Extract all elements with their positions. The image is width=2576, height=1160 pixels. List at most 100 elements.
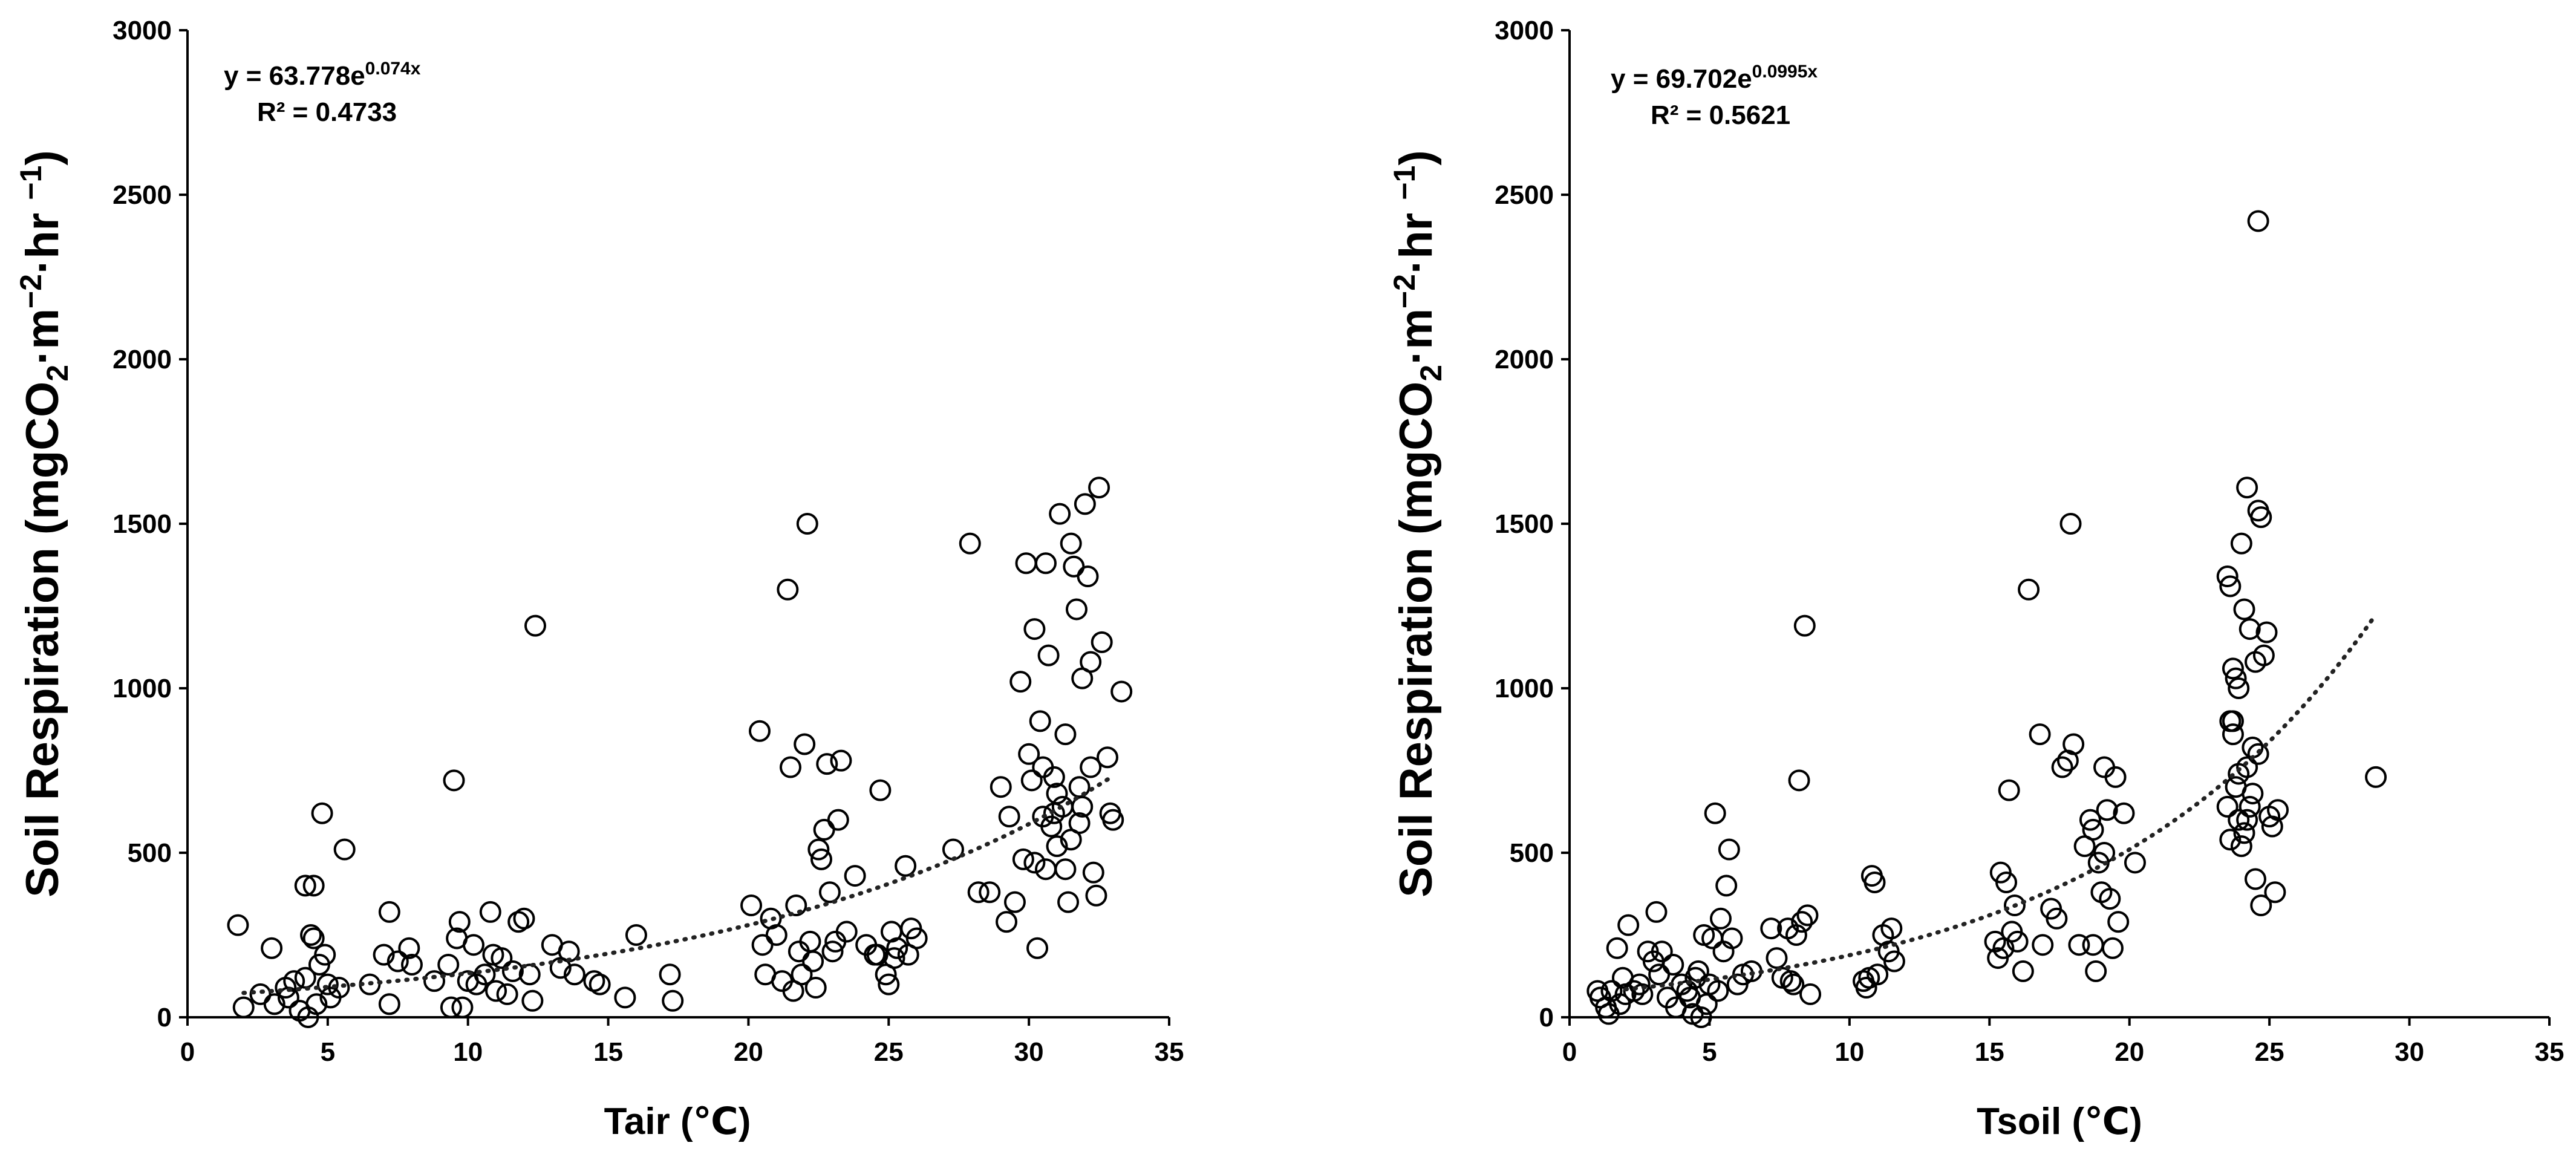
left-data-point — [810, 848, 832, 870]
left-data-point — [830, 749, 852, 772]
left-data-point — [443, 769, 465, 792]
left-data-point — [378, 901, 400, 923]
left-data-point — [785, 894, 807, 917]
left-data-point — [1071, 795, 1094, 818]
left-data-point — [998, 806, 1020, 828]
left-data-point — [791, 963, 813, 986]
left-data-point — [386, 950, 409, 973]
left-y-tick-label: 2500 — [112, 180, 172, 210]
left-data-point — [1023, 618, 1046, 640]
left-data-point — [804, 977, 827, 999]
left-data-point — [474, 963, 496, 986]
left-data-point — [501, 960, 524, 982]
left-data-point — [1020, 769, 1043, 792]
right-data-point — [2085, 960, 2107, 982]
left-data-point — [1046, 835, 1068, 858]
left-data-point — [232, 996, 255, 1018]
right-data-point — [2101, 937, 2124, 959]
left-data-point — [967, 881, 990, 904]
right-data-point — [2236, 477, 2258, 499]
left-data-point — [563, 963, 585, 986]
left-data-point — [1060, 532, 1082, 555]
left-data-point — [1110, 680, 1133, 703]
left-data-point — [283, 970, 305, 992]
right-data-point — [1799, 983, 1822, 1005]
right-data-point — [2104, 766, 2127, 788]
left-data-point — [777, 578, 799, 601]
left-data-point — [905, 927, 928, 950]
right-data-point — [2059, 513, 2082, 535]
left-data-point — [1057, 891, 1080, 913]
left-data-point — [816, 753, 838, 775]
right-data-point — [1617, 914, 1640, 936]
left-data-point — [448, 911, 471, 933]
right-x-axis-title: Tsoil (℃) — [1977, 1101, 2142, 1142]
right-data-point — [1864, 871, 1886, 893]
left-data-point — [614, 986, 636, 1009]
right-data-point — [2006, 930, 2029, 953]
left-data-point — [1015, 552, 1037, 575]
left-data-point — [751, 934, 774, 956]
right-data-point — [2267, 799, 2289, 821]
left-data-point — [1054, 723, 1077, 746]
right-data-point — [1704, 802, 1726, 824]
left-data-point — [398, 937, 420, 959]
right-data-point — [1785, 924, 1807, 946]
left-data-point — [1065, 598, 1087, 621]
left-data-point — [524, 614, 547, 637]
left-data-point — [1091, 631, 1113, 653]
right-data-point — [2233, 598, 2255, 621]
left-data-point — [1040, 815, 1063, 838]
left-data-point — [300, 924, 322, 946]
right-data-point — [2264, 881, 2286, 904]
left-data-point — [818, 881, 841, 904]
right-x-tick-label: 5 — [1702, 1037, 1717, 1067]
right-data-point — [2230, 835, 2252, 858]
right-x-tick-label: 35 — [2535, 1037, 2565, 1067]
left-y-tick-label: 1500 — [112, 509, 172, 539]
right-y-tick-label: 2500 — [1495, 180, 1554, 210]
right-data-point — [1645, 901, 1668, 923]
right-y-tick-label: 0 — [1539, 1003, 1554, 1032]
right-data-point — [2250, 506, 2272, 529]
right-data-point — [1998, 779, 2020, 801]
left-data-point — [821, 940, 844, 963]
right-data-point — [1709, 907, 1732, 930]
right-data-point — [1855, 977, 1877, 999]
left-x-tick-label: 10 — [453, 1037, 483, 1067]
left-data-point — [813, 818, 835, 841]
left-data-point — [440, 996, 462, 1018]
right-data-point — [2247, 743, 2269, 765]
right-data-point — [2222, 710, 2244, 732]
left-data-point — [1082, 861, 1104, 884]
right-data-point — [2225, 667, 2247, 689]
right-data-point — [2222, 657, 2244, 680]
right-data-point — [1791, 911, 1813, 933]
right-data-point — [2107, 911, 2130, 933]
right-data-point — [2236, 809, 2258, 831]
right-data-point — [1631, 983, 1654, 1005]
right-data-point — [1628, 973, 1651, 995]
left-data-point — [1088, 477, 1110, 499]
left-data-point — [878, 973, 900, 995]
right-x-tick-label: 0 — [1562, 1037, 1577, 1067]
left-data-point — [979, 881, 1001, 904]
right-data-point — [1760, 917, 1782, 940]
left-x-tick-label: 20 — [734, 1037, 763, 1067]
right-data-point — [1779, 970, 1802, 992]
right-data-point — [1606, 937, 1628, 959]
right-x-tick-label: 20 — [2115, 1037, 2144, 1067]
right-data-point — [2228, 809, 2250, 831]
left-data-point — [866, 943, 889, 966]
right-data-point — [2003, 894, 2026, 917]
left-data-point — [1102, 809, 1124, 831]
right-data-point — [2018, 578, 2040, 601]
right-data-point — [2124, 852, 2146, 874]
left-data-point — [451, 996, 474, 1018]
left-data-point — [835, 921, 858, 943]
right-y-axis-title: Soil Respiration (mgCO2·m−2·hr −1) — [1387, 150, 1448, 897]
left-data-point — [496, 983, 518, 1005]
right-data-point — [2082, 818, 2104, 841]
left-data-point — [1063, 555, 1085, 578]
